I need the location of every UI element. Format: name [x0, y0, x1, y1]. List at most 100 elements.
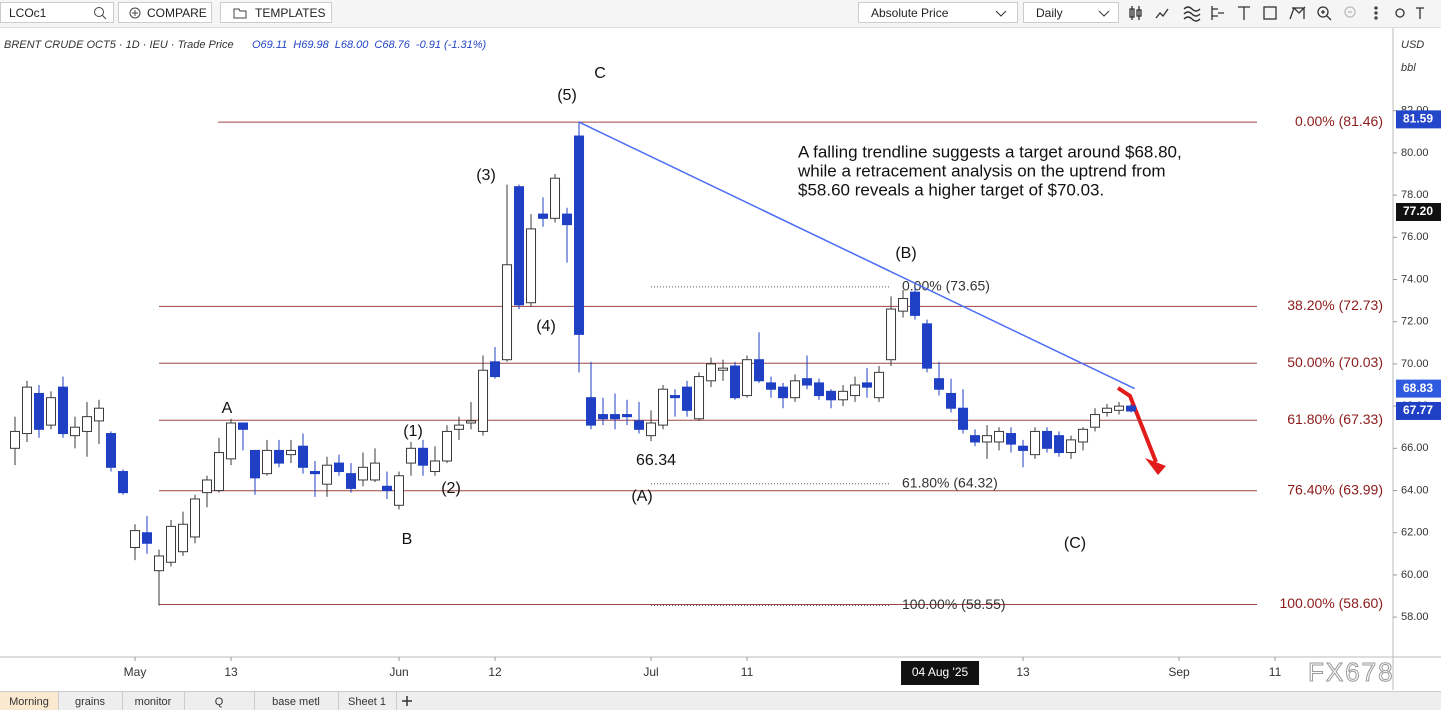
price-label-box — [1396, 379, 1441, 398]
candle-body — [226, 422, 237, 460]
fib-label: 100.00% (58.55) — [902, 596, 1006, 612]
candle-body — [730, 365, 741, 399]
candle-body — [718, 367, 729, 371]
candle-body — [910, 291, 921, 316]
candle-body — [70, 426, 81, 437]
y-tick-label: 64.00 — [1401, 484, 1429, 496]
candle-body — [982, 435, 993, 443]
sheet-tab[interactable]: base metl — [254, 692, 339, 710]
candle-body — [994, 430, 1005, 443]
candle-body — [250, 449, 261, 479]
candle-body — [1114, 405, 1125, 411]
candle-body — [862, 382, 873, 388]
candle-body — [502, 264, 513, 361]
x-tick-label: 12 — [488, 665, 502, 679]
candle-body — [1018, 445, 1029, 451]
candle-body — [22, 386, 33, 435]
toolbar: LCOc1 COMPARE TEMPLATES Absolute Price D… — [0, 0, 1441, 28]
candle-body — [790, 380, 801, 399]
compare-label: COMPARE — [147, 6, 207, 20]
fib-label: 61.80% (67.33) — [1287, 411, 1383, 427]
interval-dropdown[interactable]: Daily — [1023, 2, 1119, 23]
candle-body — [670, 395, 681, 399]
currency[interactable]: USD — [1401, 39, 1424, 51]
wave-label: (C) — [1064, 535, 1086, 552]
candle-body — [490, 361, 501, 378]
x-tick-label: Sep — [1168, 665, 1190, 679]
candle-body — [586, 397, 597, 426]
legend-value: O69.11 — [252, 39, 287, 51]
candle-body — [454, 424, 465, 430]
price-label: 67.77 — [1403, 403, 1433, 417]
candle-body — [934, 378, 945, 390]
candle-body — [574, 135, 585, 335]
x-tick-label: Jul — [643, 665, 658, 679]
candle-body — [778, 386, 789, 399]
candle-body — [1090, 414, 1101, 428]
candle-body — [1006, 433, 1017, 445]
candle-body — [58, 386, 69, 435]
wave-label: A — [222, 400, 233, 417]
sheet-tab[interactable]: Q — [184, 692, 255, 710]
candle-body — [46, 397, 57, 426]
candle-body — [166, 525, 177, 563]
interval: Daily — [1036, 6, 1063, 20]
candle-body — [322, 464, 333, 485]
y-tick-label: 66.00 — [1401, 442, 1429, 454]
plus-icon — [129, 7, 141, 19]
y-tick-label: 72.00 — [1401, 316, 1429, 328]
templates-button[interactable]: TEMPLATES — [220, 2, 332, 23]
plot-area — [0, 28, 1393, 657]
candle-body — [1126, 405, 1137, 412]
candle-body — [706, 363, 717, 382]
candle-body — [598, 414, 609, 420]
templates-label: TEMPLATES — [255, 6, 326, 20]
candle-body — [418, 447, 429, 466]
candle-body — [562, 213, 573, 226]
candle-body — [970, 435, 981, 443]
add-tab[interactable] — [400, 694, 414, 708]
sheet-tab[interactable]: monitor — [122, 692, 185, 710]
candle-body — [298, 445, 309, 468]
unit[interactable]: bbl — [1401, 62, 1416, 74]
candle-body — [238, 422, 249, 430]
price-label-box — [1396, 401, 1441, 420]
candle-body — [1102, 407, 1113, 413]
candle-body — [646, 422, 657, 437]
candle-body — [682, 386, 693, 411]
candle-body — [886, 308, 897, 361]
candle-body — [1066, 439, 1077, 454]
candle-body — [106, 433, 117, 468]
candle-body — [190, 498, 201, 538]
candle-body — [214, 452, 225, 492]
sheet-tab[interactable]: Sheet 1 — [338, 692, 397, 710]
tool-icons[interactable] — [1128, 4, 1441, 22]
price-label: 68.83 — [1403, 381, 1433, 395]
wave-label: C — [594, 65, 606, 82]
candle-body — [850, 384, 861, 397]
symbol-search[interactable]: LCOc1 — [0, 2, 114, 23]
candle-body — [142, 532, 153, 544]
trendline — [578, 121, 1135, 390]
swing-low-label: 66.34 — [636, 452, 676, 469]
candle-body — [874, 371, 885, 399]
wave-label: (5) — [557, 87, 577, 104]
sheet-tab[interactable]: grains — [58, 692, 123, 710]
candle-body — [526, 228, 537, 304]
sheet-tab[interactable]: Morning — [0, 692, 59, 710]
price-mode-dropdown[interactable]: Absolute Price — [858, 2, 1018, 23]
fib-label: 38.20% (72.73) — [1287, 297, 1383, 313]
candle-body — [358, 466, 369, 481]
candle-body — [754, 359, 765, 382]
x-tick-label: 13 — [224, 665, 238, 679]
wave-label: (B) — [895, 245, 916, 262]
candle-body — [262, 449, 273, 475]
compare-button[interactable]: COMPARE — [118, 2, 212, 23]
candle-body — [370, 462, 381, 481]
legend-value: L68.00 — [335, 39, 370, 51]
candle-body — [538, 213, 549, 219]
arrow-head — [1145, 458, 1166, 475]
wave-label: (4) — [536, 318, 556, 335]
candle-body — [622, 414, 633, 418]
